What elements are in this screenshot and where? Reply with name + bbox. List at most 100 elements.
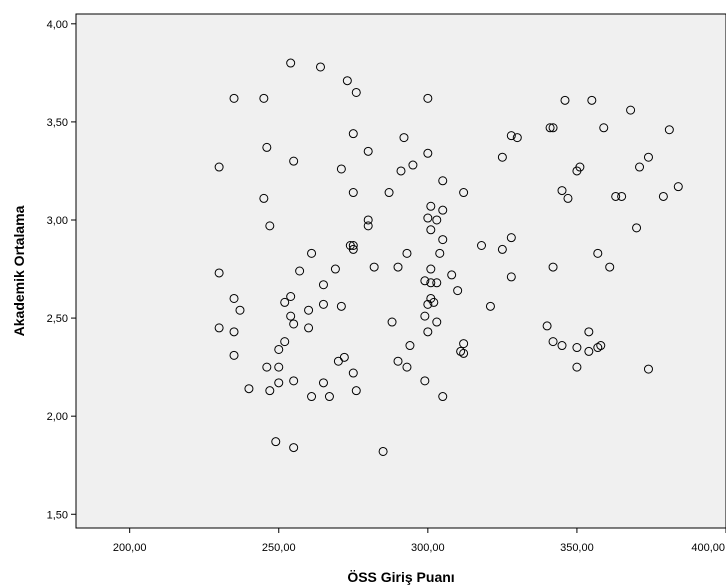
data-point (348, 129, 358, 139)
data-point (363, 221, 373, 231)
data-point (584, 346, 594, 356)
data-point (429, 297, 439, 307)
data-point (405, 341, 415, 351)
data-point (315, 62, 325, 72)
data-point (307, 392, 317, 402)
y-tick-label: 4,00 (47, 19, 68, 31)
data-point (295, 266, 305, 276)
y-tick-label: 3,50 (47, 117, 68, 129)
data-point (456, 346, 466, 356)
data-point (423, 93, 433, 103)
data-point (348, 188, 358, 198)
data-point (447, 270, 457, 280)
data-point (560, 95, 570, 105)
data-point (286, 58, 296, 68)
data-point (393, 262, 403, 272)
data-point (563, 193, 573, 203)
y-tick-label: 3,00 (47, 215, 68, 227)
data-point (497, 152, 507, 162)
data-point (280, 337, 290, 347)
data-point (330, 264, 340, 274)
data-point (384, 188, 394, 198)
data-point (318, 378, 328, 388)
data-point (229, 327, 239, 337)
data-point (402, 248, 412, 258)
data-point (438, 205, 448, 215)
data-point (572, 362, 582, 372)
data-point (304, 323, 314, 333)
data-point (289, 156, 299, 166)
data-point (274, 344, 284, 354)
data-point (485, 301, 495, 311)
data-point (259, 93, 269, 103)
data-point (318, 299, 328, 309)
data-point (324, 392, 334, 402)
data-point (459, 188, 469, 198)
data-point (387, 317, 397, 327)
y-axis-title: Akademik Ortalama (11, 205, 27, 336)
data-point (289, 443, 299, 453)
data-point (593, 248, 603, 258)
data-point (599, 123, 609, 133)
data-point (274, 378, 284, 388)
data-point (342, 76, 352, 86)
data-point (214, 162, 224, 172)
data-point (229, 93, 239, 103)
data-point (304, 305, 314, 315)
data-point (402, 362, 412, 372)
data-point (605, 262, 615, 272)
data-point (459, 339, 469, 349)
data-point (575, 162, 585, 172)
data-point (336, 301, 346, 311)
data-point (423, 327, 433, 337)
y-axis: 1,50 2,00 2,50 3,00 3,50 4,00 (47, 19, 76, 521)
data-point (408, 160, 418, 170)
data-point (351, 87, 361, 97)
x-axis: 200,00 250,00 300,00 350,00 400,00 (113, 528, 726, 554)
data-point (265, 221, 275, 231)
data-point (333, 356, 343, 366)
data-point (426, 278, 436, 288)
data-point (545, 123, 555, 133)
data-point (435, 248, 445, 258)
data-point (477, 240, 487, 250)
data-point (584, 327, 594, 337)
data-point (635, 162, 645, 172)
data-point (396, 166, 406, 176)
data-point (336, 164, 346, 174)
data-point (351, 386, 361, 396)
x-tick-label: 350,00 (560, 542, 594, 554)
data-point (432, 215, 442, 225)
data-point (420, 376, 430, 386)
data-point (348, 244, 358, 254)
data-point (617, 191, 627, 201)
data-point (542, 321, 552, 331)
data-point (348, 240, 358, 250)
data-point (262, 362, 272, 372)
data-point (420, 311, 430, 321)
data-point (420, 276, 430, 286)
data-point (438, 176, 448, 186)
data-point (557, 186, 567, 196)
data-point (286, 292, 296, 302)
data-point (548, 123, 558, 133)
data-point (643, 152, 653, 162)
data-point (673, 182, 683, 192)
data-point (432, 278, 442, 288)
data-point (289, 319, 299, 329)
data-point (262, 142, 272, 152)
data-point (512, 133, 522, 143)
data-point (453, 286, 463, 296)
data-point (426, 264, 436, 274)
data-point (596, 341, 606, 351)
data-point (426, 201, 436, 211)
x-tick-label: 400,00 (691, 542, 725, 554)
data-point (438, 235, 448, 245)
x-tick-label: 250,00 (262, 542, 296, 554)
data-point (632, 223, 642, 233)
data-point (557, 341, 567, 351)
data-point (506, 233, 516, 243)
data-point (318, 280, 328, 290)
data-point (280, 297, 290, 307)
